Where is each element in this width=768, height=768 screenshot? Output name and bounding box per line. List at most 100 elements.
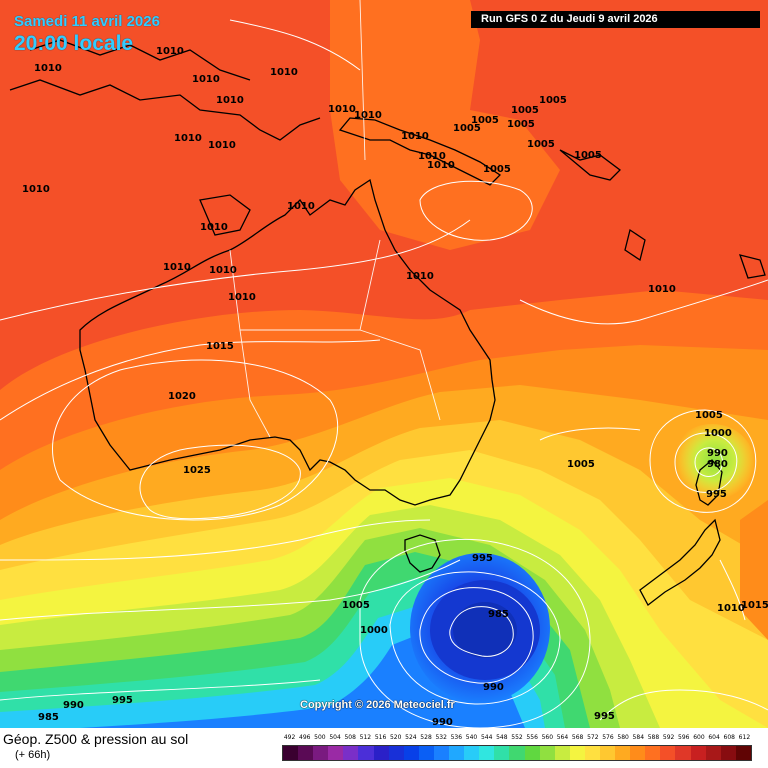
legend-labels: 492 496 500 504 508 512 516 520 524 528 532 536 540 5…	[282, 734, 752, 744]
isobar-label: 1005	[527, 139, 555, 150]
legend-swatch	[449, 746, 465, 760]
isobar-label: 1005	[483, 164, 511, 175]
isobar-label: 1015	[741, 600, 768, 611]
legend-label: 552	[511, 734, 523, 741]
legend-label: 496	[299, 734, 311, 741]
legend-swatch	[358, 746, 374, 760]
legend-swatch	[403, 746, 419, 760]
forecast-hour: (+ 66h)	[15, 749, 51, 761]
legend-label: 524	[405, 734, 417, 741]
legend-label: 576	[602, 734, 614, 741]
band-580-east	[740, 500, 768, 640]
isobar-label: 1005	[471, 115, 499, 126]
isobar-label: 995	[472, 553, 493, 564]
valid-time: 20:00 locale	[14, 32, 134, 55]
run-info: Run GFS 0 Z du Jeudi 9 avril 2026	[471, 11, 760, 28]
nz-low-core	[670, 424, 754, 500]
legend-swatch	[494, 746, 510, 760]
low-core-deep	[453, 602, 517, 658]
legend-swatch	[675, 746, 691, 760]
legend-label: 560	[541, 734, 554, 741]
isobar-label: 990	[707, 448, 728, 459]
isobar-label: 990	[483, 682, 504, 693]
isobar-label: 1010	[216, 95, 244, 106]
borders	[229, 0, 441, 438]
legend-label: 564	[556, 734, 569, 741]
legend-swatch	[298, 746, 314, 760]
isobar-label: 1010	[22, 184, 50, 195]
legend-label: 600	[693, 734, 705, 741]
legend-swatch	[328, 746, 344, 760]
isobar-label: 995	[706, 489, 727, 500]
isobar-label: 1010	[270, 67, 298, 78]
isobar-label: 1015	[206, 341, 234, 352]
valid-date: Samedi 11 avril 2026	[14, 13, 160, 30]
band-536	[80, 632, 525, 728]
legend-swatch	[343, 746, 359, 760]
legend-swatch	[464, 746, 480, 760]
isobar-label: 1000	[704, 428, 732, 439]
isobar-label: 1005	[507, 119, 535, 130]
legend-label: 568	[571, 734, 584, 741]
copyright: Copyright © 2026 Meteociel.fr	[300, 699, 455, 711]
isobar-label: 1010	[648, 284, 676, 295]
legend-label: 508	[344, 734, 356, 741]
legend-label: 588	[647, 734, 660, 741]
isobar-label: 1010	[34, 63, 62, 74]
legend-swatch	[569, 746, 585, 760]
legend-swatch	[509, 746, 525, 760]
pressure-labels: 1010 1010 1010 1010 1010 1010 1010 1010 …	[22, 46, 768, 728]
isobar-label: 1005	[695, 410, 723, 421]
legend-swatch	[615, 746, 631, 760]
isobar-label: 1010	[163, 262, 191, 273]
isobar-label: 1010	[228, 292, 256, 303]
legend-swatch	[705, 746, 721, 760]
legend-label: 512	[359, 734, 372, 741]
isobar-label: 985	[488, 609, 509, 620]
legend-swatch	[645, 746, 661, 760]
legend-swatch	[524, 746, 540, 760]
legend-swatch	[690, 746, 706, 760]
legend-swatch	[584, 746, 600, 760]
legend-label: 544	[480, 734, 493, 741]
isobar-label: 1010	[192, 74, 220, 85]
isobar-label: 980	[707, 459, 728, 470]
isobar-label: 990	[63, 700, 84, 711]
legend-swatch	[630, 746, 646, 760]
legend-swatch	[599, 746, 616, 760]
isobar-label: 1005	[574, 150, 602, 161]
legend-swatch	[720, 746, 736, 760]
legend-swatch	[388, 746, 404, 760]
isobar-label: 1010	[200, 222, 228, 233]
legend-swatch	[554, 746, 570, 760]
isobar-label: 1010	[418, 151, 446, 162]
isobar-label: 1025	[183, 465, 211, 476]
legend-label: 612	[738, 734, 751, 741]
isobar-label: 1010	[156, 46, 184, 57]
legend-label: 556	[526, 734, 538, 741]
isobar-label: 1005	[453, 123, 481, 134]
legend-label: 584	[632, 734, 645, 741]
legend-label: 516	[374, 734, 387, 741]
legend-label: 604	[708, 734, 720, 741]
legend-label: 528	[420, 734, 432, 741]
legend-label: 592	[662, 734, 675, 741]
band-584-north	[330, 0, 560, 250]
isobar-label: 1005	[539, 95, 567, 106]
isobar-label: 1005	[342, 600, 370, 611]
isobar-label: 1020	[168, 391, 196, 402]
legend-label: 540	[465, 734, 478, 741]
legend-swatch	[735, 746, 751, 760]
legend-swatch	[479, 746, 495, 760]
legend-label: 520	[389, 734, 402, 741]
legend-swatch	[373, 746, 389, 760]
legend-swatch	[313, 746, 329, 760]
legend-label: 500	[314, 734, 326, 741]
isobar-label: 1000	[360, 625, 388, 636]
isobar-label: 1010	[287, 201, 315, 212]
legend-label: 596	[678, 734, 690, 741]
coastlines	[9, 39, 766, 606]
isobar-label: 995	[112, 695, 133, 706]
isobar-label: 1010	[354, 110, 382, 121]
